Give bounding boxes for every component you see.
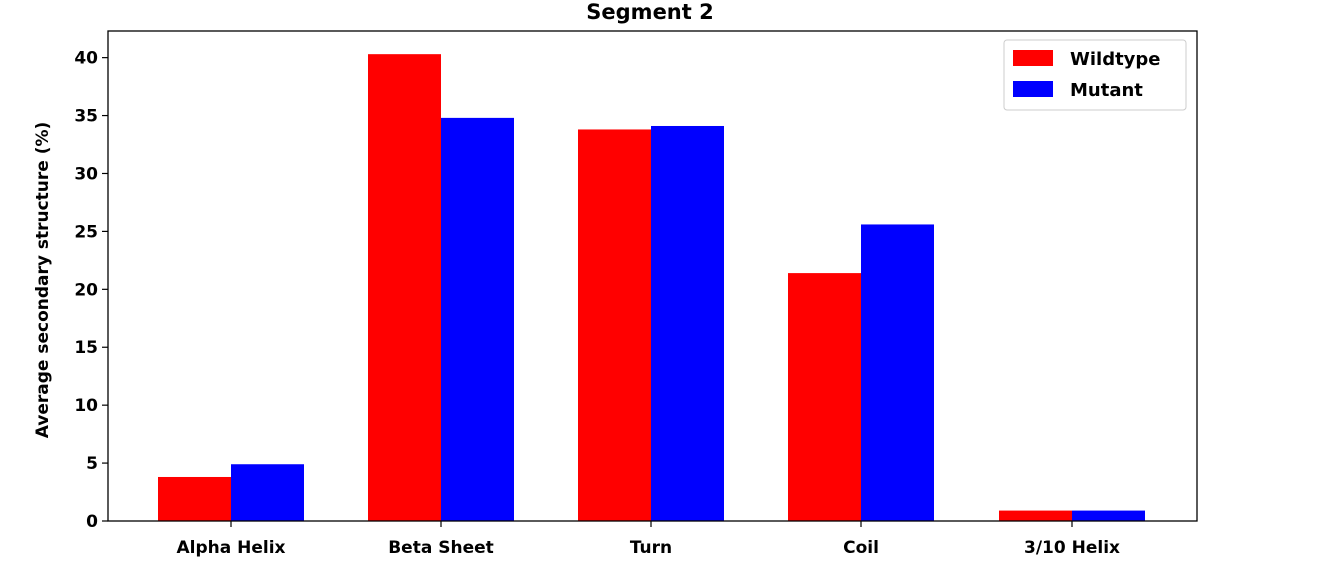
plot-area-frame	[107, 30, 1198, 522]
bar-wildtype-turn	[578, 129, 651, 521]
legend-swatch-wildtype	[1013, 50, 1053, 66]
x-tick-label: Alpha Helix	[176, 538, 285, 558]
y-axis-label: Average secondary structure (%)	[33, 122, 53, 439]
x-tick-label: Beta Sheet	[388, 538, 494, 558]
chart-title: Segment 2	[586, 0, 713, 24]
y-tick-label: 5	[86, 454, 98, 474]
legend: Wildtype Mutant	[1003, 39, 1187, 111]
bar-mutant-beta-sheet	[441, 117, 514, 522]
bar-wildtype-beta-sheet	[368, 54, 441, 522]
bar-mutant-alpha-helix	[231, 464, 304, 521]
legend-label-mutant: Mutant	[1070, 80, 1143, 101]
y-tick-label: 25	[74, 222, 98, 242]
bar-wildtype-coil	[788, 273, 861, 521]
bar-wildtype-alpha-helix	[158, 476, 231, 521]
y-axis: 0 5 10 15 20 25 30 35 40	[74, 49, 108, 532]
bar-wildtype-3-10-helix	[999, 510, 1072, 521]
y-tick-label: 20	[74, 280, 98, 300]
y-tick-label: 10	[74, 396, 98, 416]
y-tick-label: 15	[74, 338, 98, 358]
y-tick-label: 40	[74, 49, 98, 69]
x-tick-label: Coil	[843, 538, 879, 558]
bar-mutant-coil	[861, 224, 934, 521]
legend-swatch-mutant	[1013, 81, 1053, 97]
bars-group	[158, 54, 1145, 522]
y-tick-label: 30	[74, 164, 98, 184]
x-tick-label: Turn	[630, 538, 672, 558]
bar-mutant-3-10-helix	[1072, 510, 1145, 521]
legend-label-wildtype: Wildtype	[1070, 49, 1161, 70]
x-tick-label: 3/10 Helix	[1024, 538, 1120, 558]
y-tick-label: 0	[86, 512, 98, 532]
x-axis: Alpha Helix Beta Sheet Turn Coil 3/10 Helix	[176, 521, 1120, 558]
y-tick-label: 35	[74, 107, 98, 127]
bar-mutant-turn	[651, 125, 724, 521]
